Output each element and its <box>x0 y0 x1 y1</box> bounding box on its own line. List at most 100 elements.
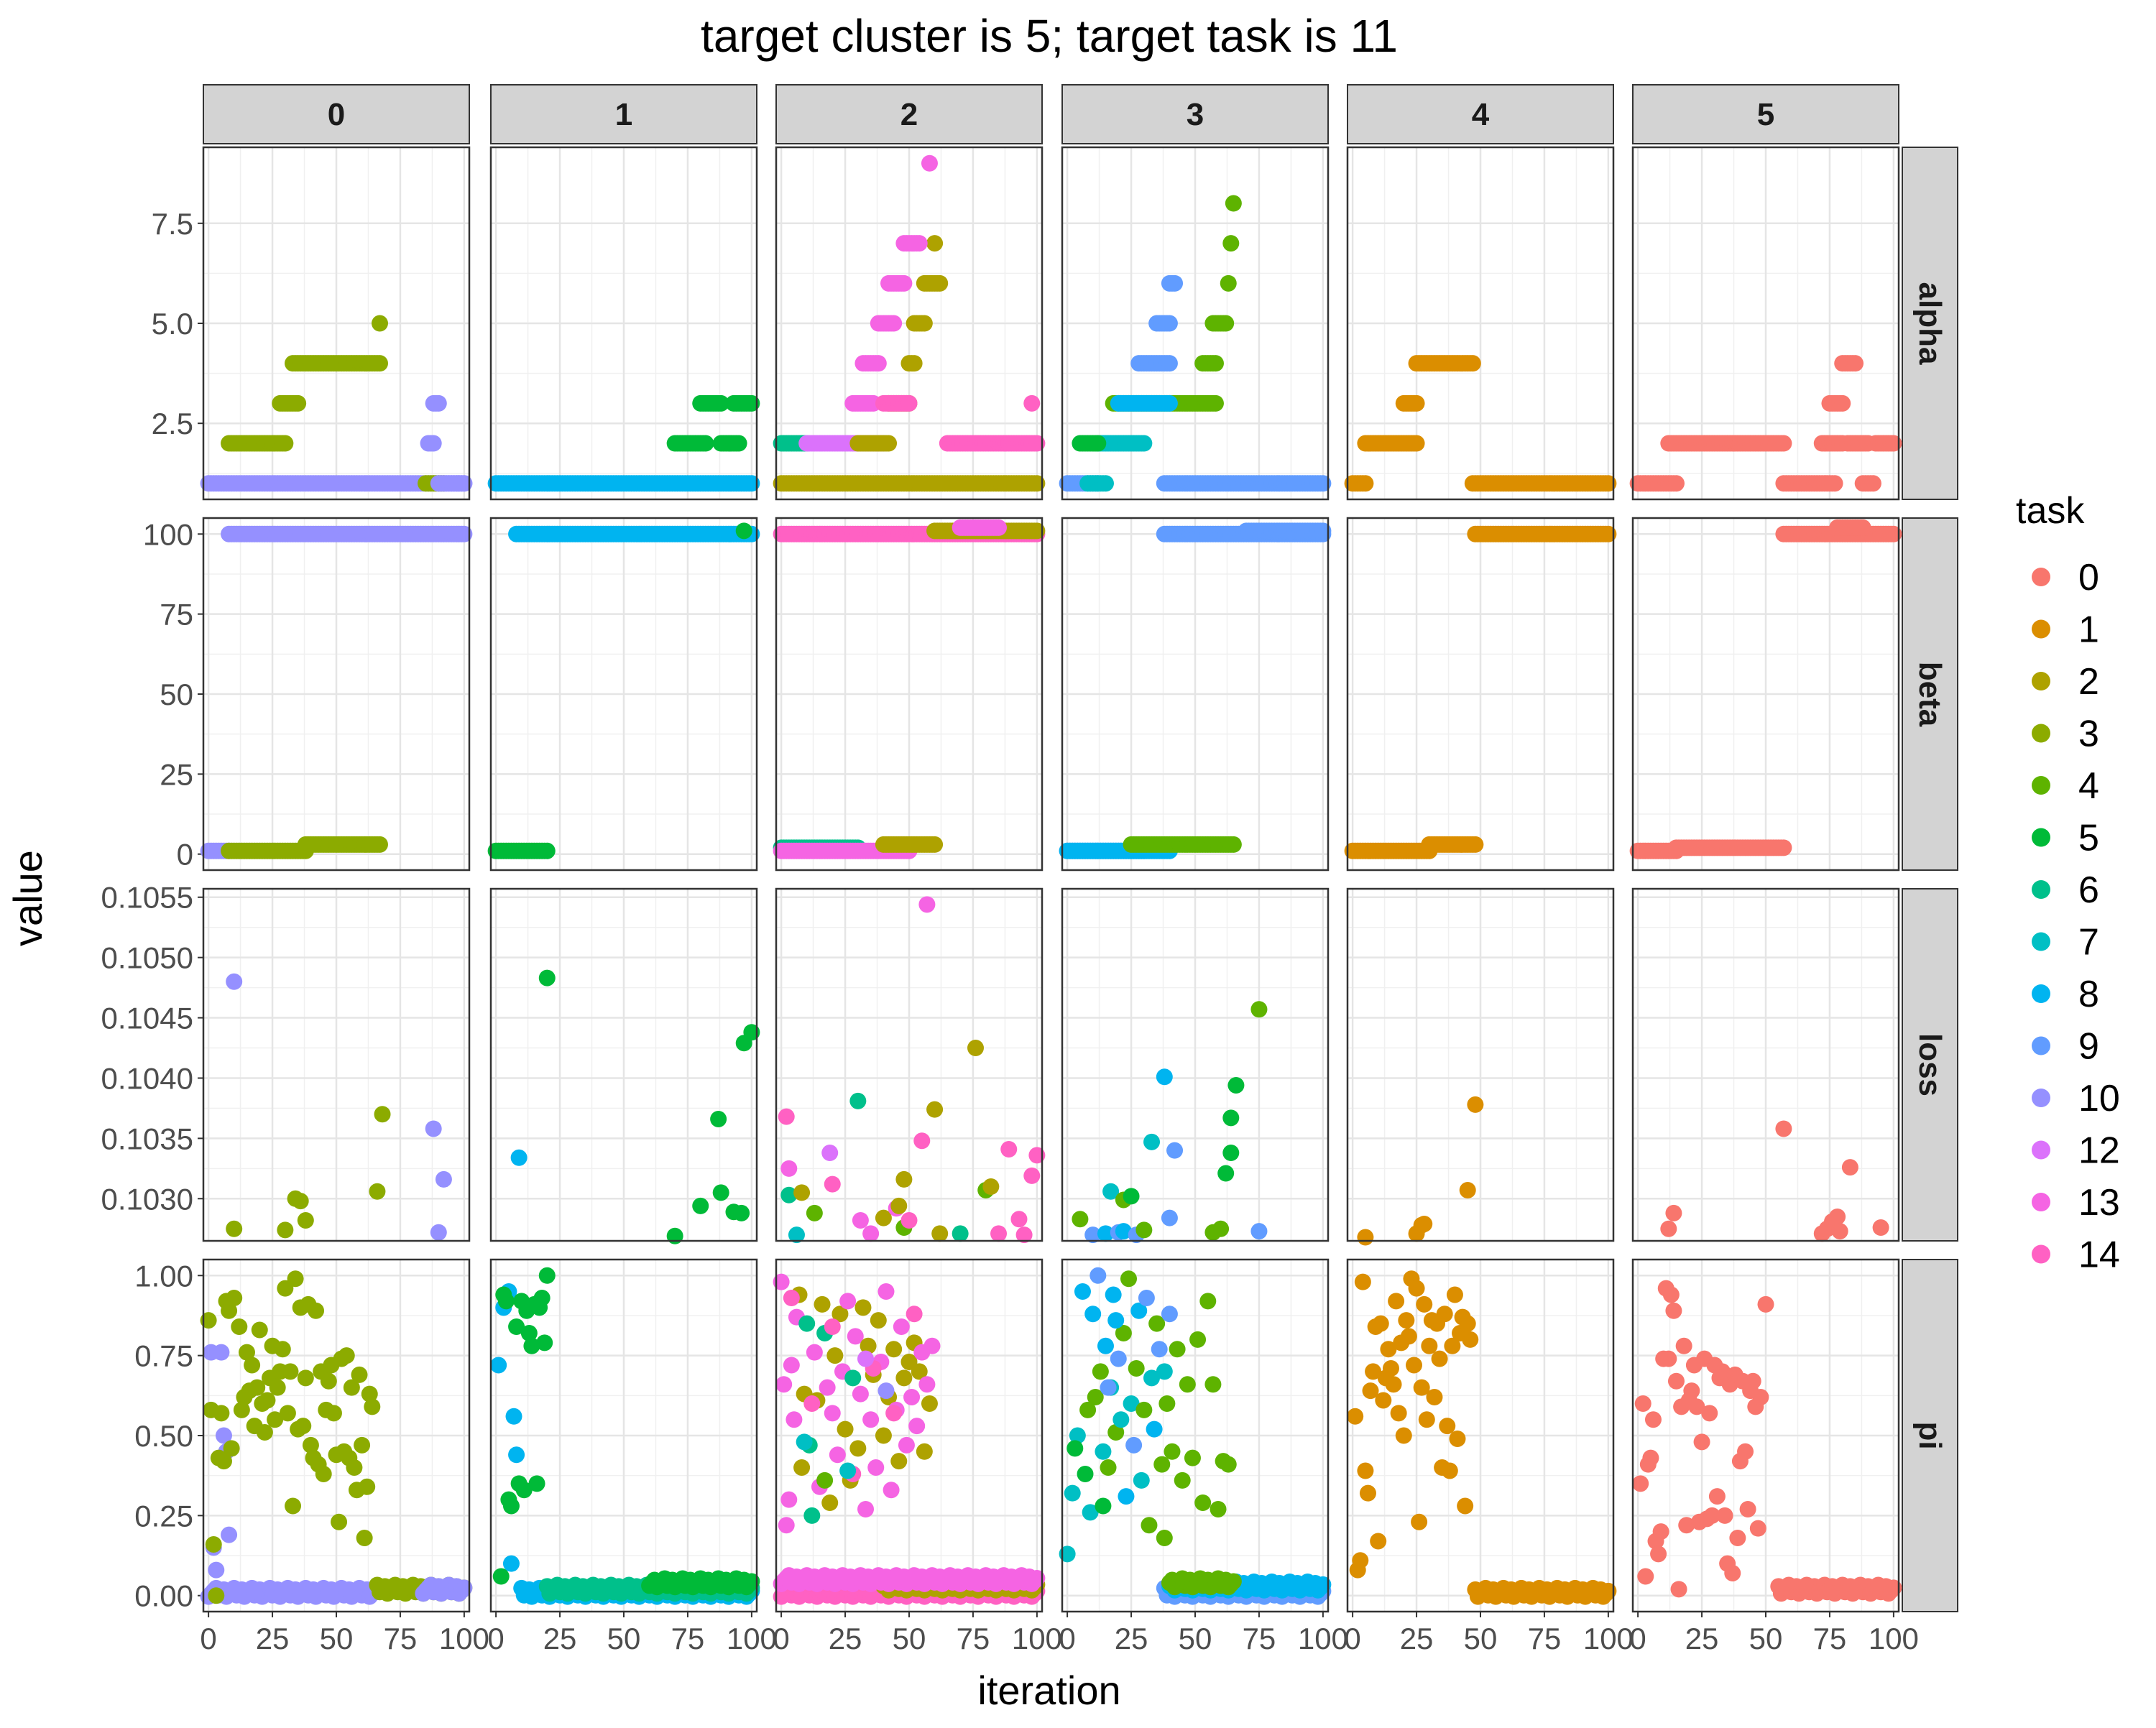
data-point-task-9 <box>1166 274 1184 292</box>
legend-key <box>2032 672 2050 690</box>
data-point-task-10 <box>456 475 473 492</box>
data-point-task-13 <box>773 1273 790 1290</box>
data-point-task-8 <box>1097 1337 1114 1354</box>
data-point-task-1 <box>1439 1418 1456 1435</box>
data-point-task-0 <box>1775 435 1792 452</box>
data-point-task-2 <box>885 1341 903 1358</box>
data-point-task-5 <box>523 1337 540 1354</box>
data-point-task-13 <box>783 1357 800 1374</box>
data-point-task-5 <box>692 1197 709 1214</box>
data-point-task-14 <box>824 1175 841 1193</box>
data-point-task-0 <box>1632 1475 1649 1492</box>
legend-item-13: 13 <box>2032 1182 2120 1224</box>
points-1-alpha <box>487 394 760 492</box>
data-point-task-1 <box>1354 1273 1371 1290</box>
data-point-task-4 <box>1128 1359 1145 1377</box>
data-point-task-14 <box>1028 1147 1046 1164</box>
data-point-task-2 <box>870 1312 887 1329</box>
panel-4-alpha <box>1348 147 1613 499</box>
data-point-task-3 <box>269 1379 286 1396</box>
data-point-task-3 <box>221 1302 238 1319</box>
data-point-task-3 <box>369 1183 386 1200</box>
data-point-task-3 <box>297 1369 314 1387</box>
data-point-task-8 <box>1314 1576 1332 1593</box>
legend-key <box>2032 724 2050 743</box>
data-point-task-13 <box>1028 1569 1046 1586</box>
data-point-task-0 <box>1634 1395 1651 1412</box>
data-point-task-0 <box>1670 1581 1687 1598</box>
data-point-task-0 <box>1701 1405 1718 1422</box>
y-tick-label: 0.50 <box>134 1419 193 1453</box>
panel-1-beta <box>491 518 757 870</box>
data-point-task-0 <box>1872 1219 1889 1237</box>
data-point-task-13 <box>911 235 928 252</box>
data-point-task-4 <box>1217 315 1235 332</box>
data-point-task-7 <box>1143 1133 1161 1150</box>
panel-border <box>202 517 471 872</box>
data-point-task-1 <box>1362 1382 1379 1400</box>
x-tick-label: 25 <box>543 1622 577 1655</box>
data-point-task-3 <box>292 1193 309 1210</box>
legend-label: 1 <box>2078 609 2099 651</box>
data-point-task-3 <box>208 1587 225 1604</box>
legend-label: 4 <box>2078 765 2099 807</box>
panel-border <box>1346 517 1615 872</box>
data-point-task-4 <box>1135 1401 1153 1418</box>
data-point-task-13 <box>852 1385 869 1403</box>
data-point-task-10 <box>425 1120 442 1137</box>
data-point-task-3 <box>256 1424 273 1441</box>
data-point-task-13 <box>885 315 903 332</box>
data-point-task-6 <box>844 1369 862 1387</box>
panel-3-beta <box>1062 518 1328 870</box>
data-point-task-13 <box>898 1436 915 1454</box>
data-point-task-3 <box>361 1385 378 1403</box>
data-point-task-3 <box>215 1453 232 1470</box>
data-point-task-1 <box>1467 836 1484 853</box>
data-point-task-1 <box>1406 1357 1422 1374</box>
data-point-task-3 <box>371 315 388 332</box>
data-point-task-1 <box>1357 1229 1374 1246</box>
data-point-task-13 <box>870 355 887 372</box>
data-point-task-9 <box>1125 1436 1143 1454</box>
data-point-task-2 <box>931 274 949 292</box>
legend-label: 6 <box>2078 869 2099 911</box>
data-point-task-2 <box>875 1209 892 1226</box>
data-point-task-1 <box>1408 435 1425 452</box>
data-point-task-13 <box>990 519 1008 536</box>
data-point-task-13 <box>908 1418 926 1435</box>
data-point-task-5 <box>495 1286 512 1303</box>
y-tick-label: 25 <box>160 757 193 791</box>
data-point-task-2 <box>926 836 944 853</box>
panel-border <box>1346 887 1615 1242</box>
y-tick-label: 5.0 <box>152 307 193 341</box>
facet-row-label: alpha <box>1912 282 1948 365</box>
data-point-task-1 <box>1395 1427 1412 1444</box>
data-point-task-3 <box>251 1321 268 1339</box>
data-point-task-5 <box>710 1111 727 1128</box>
data-point-task-9 <box>1089 1267 1107 1284</box>
data-point-task-14 <box>1000 1140 1018 1158</box>
panel-2-beta <box>776 518 1042 870</box>
points-5-pi <box>1632 1280 1902 1602</box>
data-point-task-0 <box>1729 1530 1746 1547</box>
data-point-task-0 <box>1667 475 1685 492</box>
data-point-task-4 <box>1250 1001 1268 1018</box>
data-point-task-2 <box>921 1395 938 1412</box>
x-tick-label: 100 <box>727 1622 777 1655</box>
data-point-task-3 <box>290 394 307 412</box>
legend-key <box>2032 776 2050 795</box>
data-point-task-14 <box>1010 1211 1028 1228</box>
panel-3-pi <box>1062 1260 1328 1612</box>
legend-item-12: 12 <box>2032 1130 2120 1172</box>
facet-col-label: 1 <box>615 97 632 132</box>
data-point-task-4 <box>816 1471 834 1489</box>
data-point-task-4 <box>1207 355 1224 372</box>
data-point-task-13 <box>893 1318 910 1336</box>
data-point-task-14 <box>1015 1226 1033 1244</box>
data-point-task-2 <box>1028 522 1046 540</box>
data-point-task-10 <box>877 1382 895 1400</box>
x-tick-label: 50 <box>320 1622 354 1655</box>
data-point-task-7 <box>839 1462 857 1479</box>
data-point-task-0 <box>1885 435 1902 452</box>
